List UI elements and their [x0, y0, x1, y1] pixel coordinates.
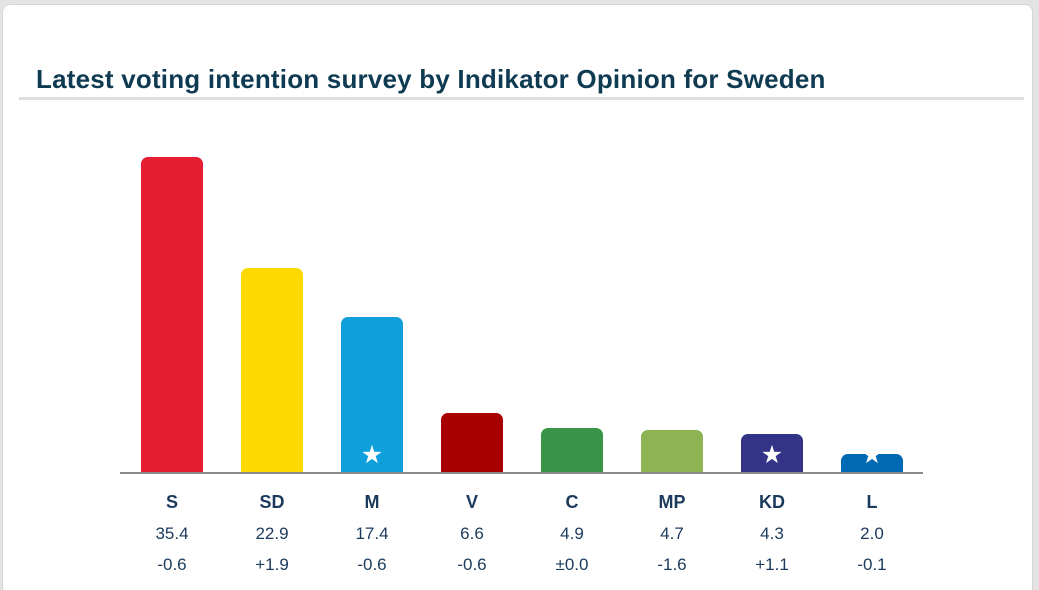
party-change-m: -0.6 — [357, 555, 387, 574]
party-label-mp: MP — [658, 492, 686, 512]
party-change-v: -0.6 — [457, 555, 487, 574]
star-icon: ★ — [860, 454, 884, 469]
party-label-kd: KD — [759, 492, 785, 512]
star-icon: ★ — [360, 441, 384, 469]
party-value-mp: 4.7 — [660, 524, 684, 543]
party-label-sd: SD — [259, 492, 285, 512]
party-change-c: ±0.0 — [555, 555, 589, 574]
bar-mp — [641, 430, 703, 472]
party-label-s: S — [165, 492, 178, 512]
star-icon: ★ — [760, 441, 784, 469]
bar-c — [541, 428, 603, 472]
party-value-sd: 22.9 — [255, 524, 289, 543]
party-change-s: -0.6 — [157, 555, 187, 574]
party-value-m: 17.4 — [355, 524, 389, 543]
party-value-v: 6.6 — [460, 524, 484, 543]
party-change-l: -0.1 — [857, 555, 887, 574]
bar-s — [141, 157, 203, 472]
party-value-l: 2.0 — [860, 524, 884, 543]
party-label-v: V — [465, 492, 478, 512]
page-title: Latest voting intention survey by Indika… — [36, 64, 826, 95]
party-change-kd: +1.1 — [755, 555, 789, 574]
party-value-c: 4.9 — [560, 524, 584, 543]
bar-v — [441, 413, 503, 472]
party-label-m: M — [364, 492, 380, 512]
party-value-kd: 4.3 — [760, 524, 784, 543]
survey-card: Latest voting intention survey by Indika… — [2, 4, 1033, 590]
bar-l: ★ — [841, 454, 903, 472]
party-value-s: 35.4 — [155, 524, 189, 543]
party-change-mp: -1.6 — [657, 555, 687, 574]
bar-sd — [241, 268, 303, 472]
party-label-l: L — [866, 492, 878, 512]
bar-m: ★ — [341, 317, 403, 472]
title-divider — [19, 97, 1024, 100]
party-change-sd: +1.9 — [255, 555, 289, 574]
party-label-c: C — [565, 492, 579, 512]
x-axis-line — [120, 472, 923, 474]
bar-kd: ★ — [741, 434, 803, 472]
